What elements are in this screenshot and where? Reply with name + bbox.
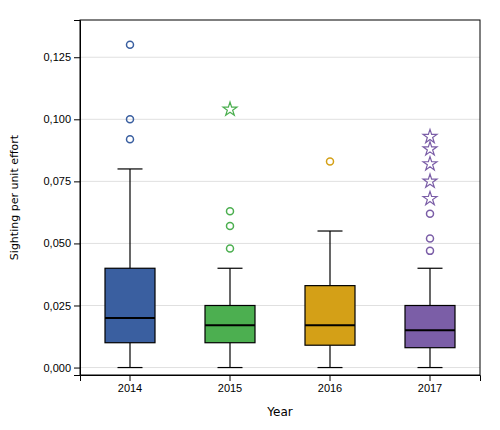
grid-line [80, 181, 480, 182]
median [105, 317, 155, 319]
upper-whisker [429, 268, 430, 305]
outlier [227, 245, 234, 252]
lower-whisker [129, 343, 130, 368]
outlier [127, 41, 134, 48]
x-tick: 2015 [218, 375, 242, 394]
y-tick: 0,125 [43, 51, 80, 63]
x-tick: 2016 [318, 375, 342, 394]
outlier [227, 223, 234, 230]
tick-label: 0,125 [43, 51, 71, 63]
plot-frame [80, 20, 480, 375]
y-tick: 0,050 [43, 237, 80, 249]
box [105, 268, 155, 342]
box [205, 305, 255, 342]
tick-label: 0,050 [43, 237, 71, 249]
median [405, 329, 455, 331]
tick-mark [74, 368, 80, 369]
tick-label: 2015 [218, 382, 242, 394]
tick-label: 2014 [118, 382, 142, 394]
outlier [127, 116, 134, 123]
lower-whisker-cap [218, 367, 243, 368]
tick-label: 0,100 [43, 113, 71, 125]
extreme-outlier [423, 174, 437, 187]
tick-mark [330, 375, 331, 381]
tick-label: 2017 [418, 382, 442, 394]
y-tick: 0,025 [43, 300, 80, 312]
upper-whisker [129, 169, 130, 268]
tick-label: 0,000 [43, 362, 71, 374]
y-tick: 0,000 [43, 362, 80, 374]
grid-line [80, 367, 480, 368]
lower-whisker-cap [318, 367, 343, 368]
outlier [427, 210, 434, 217]
tick-mark [130, 375, 131, 381]
grid [80, 57, 480, 367]
y-axis: 0,000 0,025 0,050 0,075 0,100 0,125 [43, 21, 80, 376]
box-group [205, 102, 255, 367]
tick-mark [430, 375, 431, 381]
x-tick: 2017 [418, 375, 442, 394]
extreme-outlier [423, 191, 437, 204]
y-axis-title: Sighting per unit effort [8, 134, 21, 260]
tick-mark [74, 57, 80, 58]
lower-whisker [229, 343, 230, 368]
tick-mark [74, 181, 80, 182]
median [205, 324, 255, 326]
tick-label: 0,025 [43, 300, 71, 312]
x-axis-title: Year [266, 405, 292, 419]
lower-whisker [429, 348, 430, 368]
x-axis: 2014 2015 2016 2017 [81, 375, 481, 394]
outlier [427, 247, 434, 254]
tick-mark [230, 375, 231, 381]
extreme-outlier [223, 102, 237, 115]
grid-line [80, 119, 480, 120]
outlier [427, 235, 434, 242]
plot: 0,0000,0250,0500,0750,1000,1252014201520… [43, 20, 480, 394]
axis-line [81, 376, 481, 382]
grid-line [80, 57, 480, 58]
tick-label: 2016 [318, 382, 342, 394]
tick-mark [74, 243, 80, 244]
y-tick: 0,100 [43, 113, 80, 125]
grid-line [80, 243, 480, 244]
tick-mark [74, 119, 80, 120]
lower-whisker [329, 345, 330, 367]
chart: 0,0000,0250,0500,0750,1000,1252014201520… [0, 0, 500, 430]
extreme-outlier [423, 129, 437, 142]
axis-line [74, 21, 81, 376]
upper-whisker-cap [118, 168, 143, 169]
marks [105, 41, 455, 367]
box-group [105, 41, 155, 367]
box-group [305, 158, 355, 368]
extreme-outlier [423, 142, 437, 155]
upper-whisker [329, 231, 330, 286]
outlier [327, 158, 334, 165]
tick-mark [74, 305, 80, 306]
outlier [127, 136, 134, 143]
tick-label: 0,075 [43, 175, 71, 187]
upper-whisker [229, 268, 230, 305]
box-group [405, 129, 455, 367]
x-tick: 2014 [118, 375, 142, 394]
lower-whisker-cap [418, 367, 443, 368]
upper-whisker-cap [318, 230, 343, 231]
box [405, 305, 455, 347]
upper-whisker-cap [418, 268, 443, 269]
box [305, 286, 355, 346]
y-tick: 0,075 [43, 175, 80, 187]
extreme-outlier [423, 157, 437, 170]
lower-whisker-cap [118, 367, 143, 368]
outlier [227, 208, 234, 215]
median [305, 324, 355, 326]
upper-whisker-cap [218, 268, 243, 269]
